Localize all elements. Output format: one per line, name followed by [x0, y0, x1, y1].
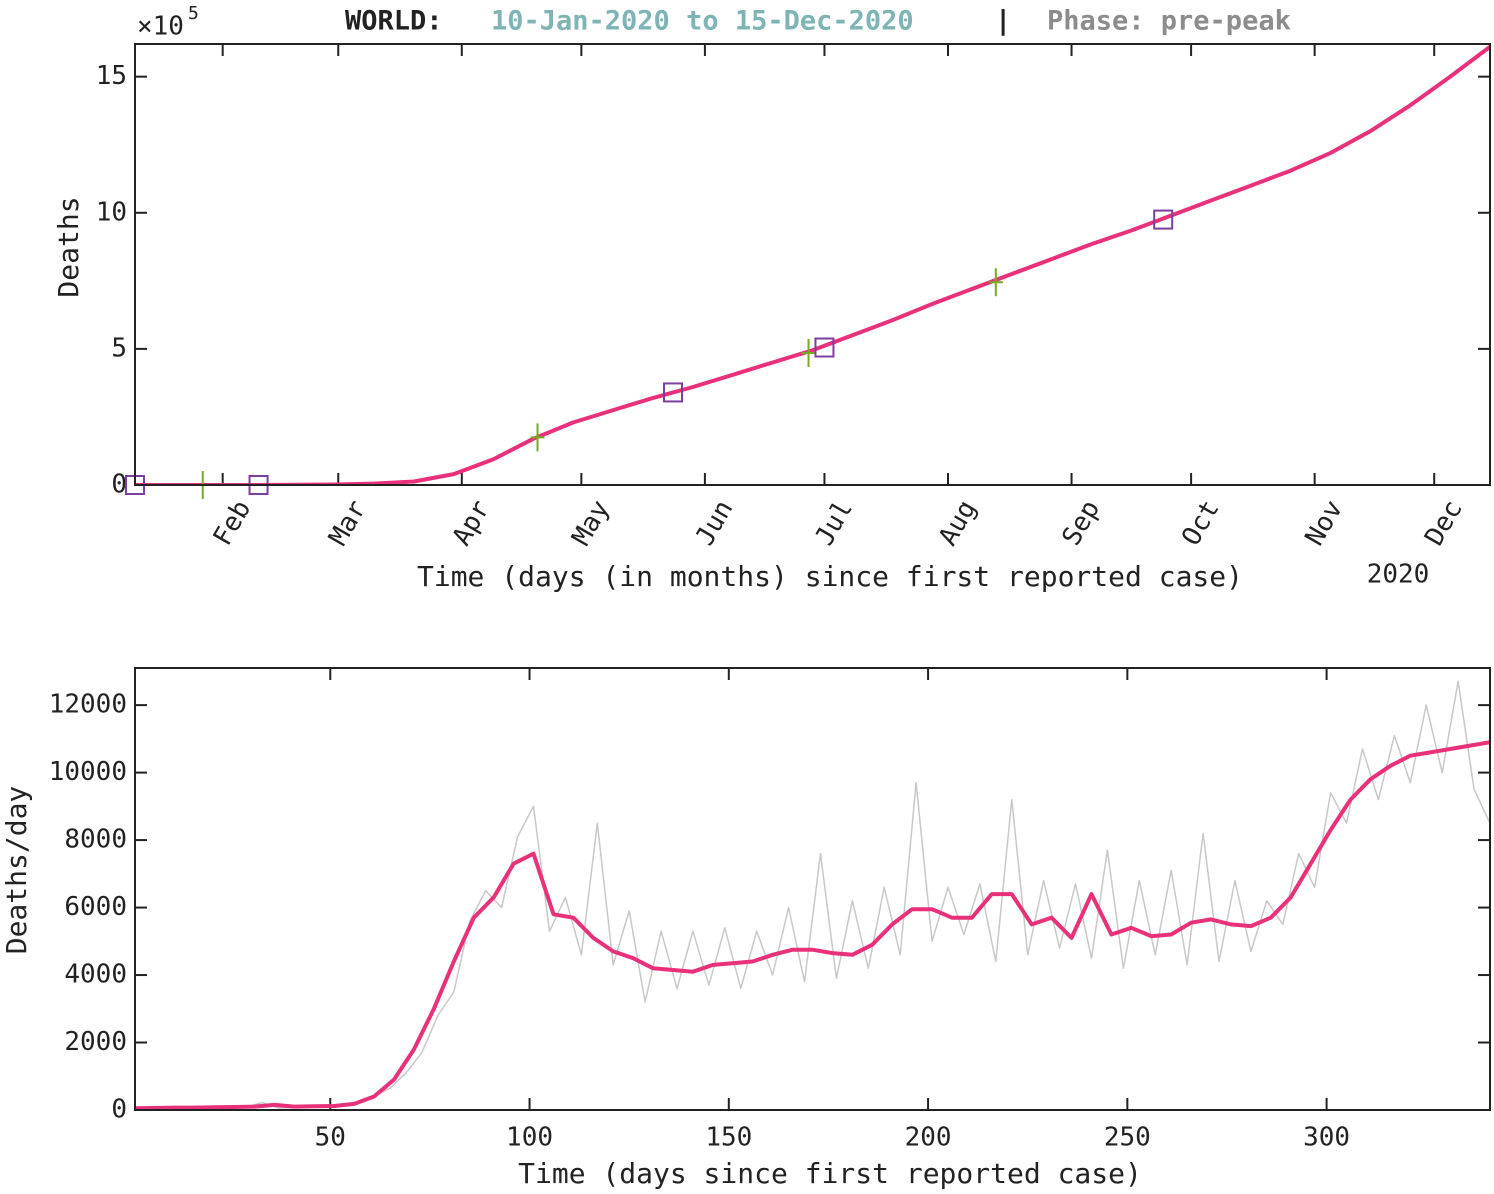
x-tick-label: Mar: [323, 495, 372, 551]
header-phase: Phase: pre-peak: [1047, 6, 1291, 37]
y-tick-label: 15: [96, 61, 127, 91]
x-tick-label: 150: [705, 1123, 752, 1153]
x-tick-label: Apr: [447, 495, 496, 551]
y-tick-label: 2000: [64, 1027, 127, 1057]
x-axis-label: Time (days (in months) since first repor…: [417, 560, 1243, 593]
y-axis-label: Deaths: [52, 196, 85, 297]
series-line: [135, 45, 1490, 485]
x-tick-label: Jul: [810, 495, 859, 551]
square-marker: [663, 382, 684, 403]
y-scale-label: ×10: [137, 12, 184, 42]
x-tick-label: 50: [315, 1123, 346, 1153]
x-year-label: 2020: [1367, 560, 1430, 590]
x-tick-label: 250: [1104, 1123, 1151, 1153]
series-line: [135, 740, 1490, 1110]
axes-frame: [134, 667, 1491, 1111]
header-range: 10-Jan-2020 to 15-Dec-2020: [491, 6, 914, 37]
series-line: [135, 680, 1490, 1110]
axes-frame: [134, 43, 1491, 486]
y-tick-label: 6000: [64, 892, 127, 922]
x-tick-label: Sep: [1057, 495, 1106, 551]
y-scale-exponent: 5: [188, 3, 199, 24]
y-tick-label: 0: [111, 1095, 127, 1125]
header-separator: |: [995, 6, 1011, 37]
x-tick-label: Dec: [1419, 495, 1468, 551]
plus-marker: [988, 268, 1003, 297]
x-tick-label: Oct: [1176, 495, 1225, 551]
x-tick-label: 300: [1303, 1123, 1350, 1153]
y-tick-label: 4000: [64, 960, 127, 990]
x-axis-label: Time (days since first reported case): [518, 1157, 1142, 1190]
x-tick-label: Jun: [690, 495, 739, 551]
x-tick-label: Feb: [208, 495, 257, 551]
y-tick-label: 8000: [64, 825, 127, 855]
y-tick-label: 10000: [49, 757, 127, 787]
x-tick-label: Aug: [933, 495, 982, 551]
x-tick-label: Nov: [1300, 495, 1349, 551]
y-tick-label: 0: [111, 470, 127, 500]
x-tick-label: 200: [905, 1123, 952, 1153]
header-label: WORLD:: [345, 6, 443, 37]
plus-marker: [801, 338, 816, 367]
square-marker: [814, 337, 835, 358]
plus-marker: [530, 423, 545, 452]
square-marker: [1153, 209, 1174, 230]
y-tick-label: 5: [111, 333, 127, 363]
x-tick-label: May: [566, 495, 615, 551]
y-tick-label: 12000: [49, 690, 127, 720]
y-axis-label: Deaths/day: [0, 786, 33, 955]
x-tick-label: 100: [506, 1123, 553, 1153]
y-tick-label: 10: [96, 197, 127, 227]
